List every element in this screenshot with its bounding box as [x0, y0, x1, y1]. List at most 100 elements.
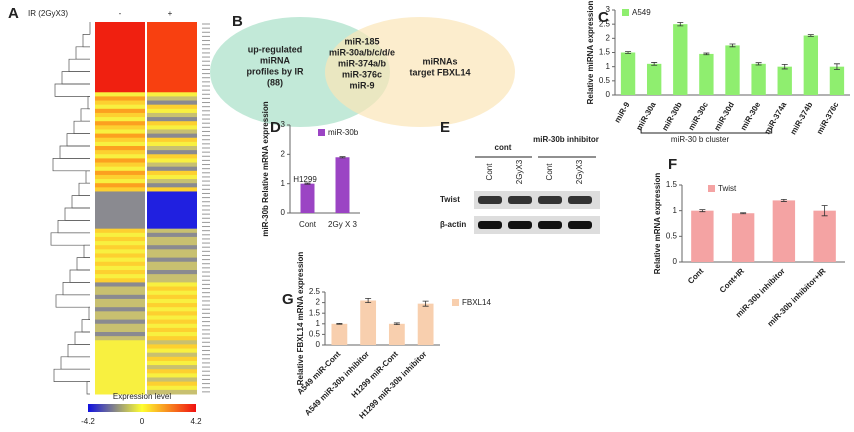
heatmap-cell — [147, 311, 197, 316]
error-bar — [677, 22, 684, 27]
bar — [620, 52, 636, 95]
heatmap-cell — [147, 286, 197, 292]
heatmap-cell — [147, 274, 197, 279]
x-tick-label: 2Gy X 3 — [328, 220, 357, 229]
bar — [731, 213, 755, 262]
heatmap-cell — [147, 162, 197, 168]
bracket — [640, 128, 773, 134]
y-tick-label: 0 — [281, 208, 286, 217]
heatmap-cell — [95, 360, 145, 366]
heatmap-cell — [147, 294, 197, 300]
lane-label: 2GyX3 — [575, 159, 584, 184]
venn-text: up-regulated — [248, 44, 303, 54]
heatmap-cell — [95, 34, 145, 40]
dendrogram — [88, 306, 90, 320]
venn-text: miRNAs — [422, 56, 457, 66]
band — [508, 196, 532, 204]
bar — [772, 200, 796, 262]
lane-label: Cont — [485, 163, 494, 181]
heatmap-cell — [95, 278, 145, 283]
band — [508, 221, 532, 229]
dendrogram — [57, 220, 90, 234]
panel-label: A — [8, 5, 19, 22]
x-tick-label: miR-30b — [660, 100, 684, 132]
heatmap-cell — [147, 96, 197, 102]
heatmap-cell — [147, 319, 197, 325]
heatmap-cell — [95, 228, 145, 234]
band — [568, 196, 592, 204]
y-tick-label: 0.5 — [309, 330, 321, 339]
heatmap-cell — [95, 369, 145, 374]
error-bar — [651, 62, 658, 66]
y-tick-label: 1.5 — [599, 48, 611, 57]
venn-right — [325, 17, 515, 127]
venn-text: (88) — [267, 77, 283, 87]
error-bar — [740, 212, 747, 215]
heatmap-cell — [95, 298, 145, 304]
heatmap-cell — [95, 315, 145, 321]
y-axis-label: miR-30b Relative mRNA expression — [261, 101, 270, 236]
heatmap-cell — [147, 344, 197, 350]
error-bar — [821, 205, 828, 217]
heatmap-cell — [147, 84, 197, 89]
panel-label: G — [282, 291, 294, 308]
lane-label: 2GyX3 — [515, 159, 524, 184]
heatmap-cell — [147, 327, 197, 333]
heatmap-cell — [147, 270, 197, 275]
colorbar-tick: 0 — [140, 417, 145, 426]
y-axis-label: Relative FBXL14 mRNA expression — [296, 252, 305, 386]
heatmap-cell — [147, 253, 197, 259]
heatmap-cell — [147, 158, 197, 164]
heatmap-cell — [147, 30, 197, 35]
colorbar-title: Expression level — [113, 392, 171, 401]
y-tick-label: 1 — [316, 319, 321, 328]
x-tick-label: miR-30c — [687, 100, 711, 132]
heatmap-cell — [95, 307, 145, 312]
bar — [360, 300, 377, 345]
heatmap-cell — [147, 336, 197, 341]
heatmap-cell — [95, 257, 145, 263]
y-tick-label: 0.5 — [599, 76, 611, 85]
legend-swatch — [318, 129, 325, 136]
y-tick-label: 1.5 — [666, 180, 678, 189]
bar — [777, 66, 792, 95]
x-tick-label: Cont — [299, 220, 317, 229]
heatmap-cell — [147, 220, 197, 226]
y-tick-label: 3 — [606, 5, 611, 14]
heatmap-cell — [147, 100, 197, 106]
venn-text: miR-9 — [349, 80, 374, 90]
dendrogram — [83, 244, 90, 258]
error-bar — [703, 52, 710, 56]
heatmap-cell — [95, 377, 145, 383]
heatmap-cell — [95, 224, 145, 230]
heatmap-cell — [147, 265, 197, 271]
legend-swatch — [452, 299, 459, 306]
dendrogram — [66, 133, 90, 147]
venn-text: target FBXL14 — [409, 67, 470, 77]
heatmap-cell — [95, 71, 145, 77]
heatmap-cell — [95, 30, 145, 35]
heatmap-cell — [147, 179, 197, 184]
blot — [474, 191, 600, 209]
y-tick-label: 2 — [281, 149, 286, 158]
band — [538, 221, 562, 229]
venn-text: miRNA — [260, 55, 291, 65]
dendrogram — [82, 34, 90, 48]
x-tick-label: Cont — [686, 266, 705, 285]
y-axis-label: Relative miRNA expression — [586, 1, 595, 105]
heatmap-cell — [95, 158, 145, 164]
heatmap-cell — [95, 236, 145, 242]
panel-label: B — [232, 13, 243, 30]
heatmap-cell — [147, 203, 197, 209]
heatmap-cell — [147, 55, 197, 60]
heatmap-cell — [147, 232, 197, 238]
heatmap-cell — [95, 63, 145, 68]
condition-label: IR (2GyX3) — [28, 9, 68, 18]
heatmap-cell — [147, 125, 197, 130]
dendrogram — [60, 356, 90, 370]
heatmap-cell — [147, 121, 197, 126]
heatmap-cell — [95, 104, 145, 110]
dendrogram — [71, 195, 90, 209]
legend-label: miR-30b — [328, 128, 359, 137]
y-axis-label: Relative mRNA expression — [653, 173, 662, 275]
